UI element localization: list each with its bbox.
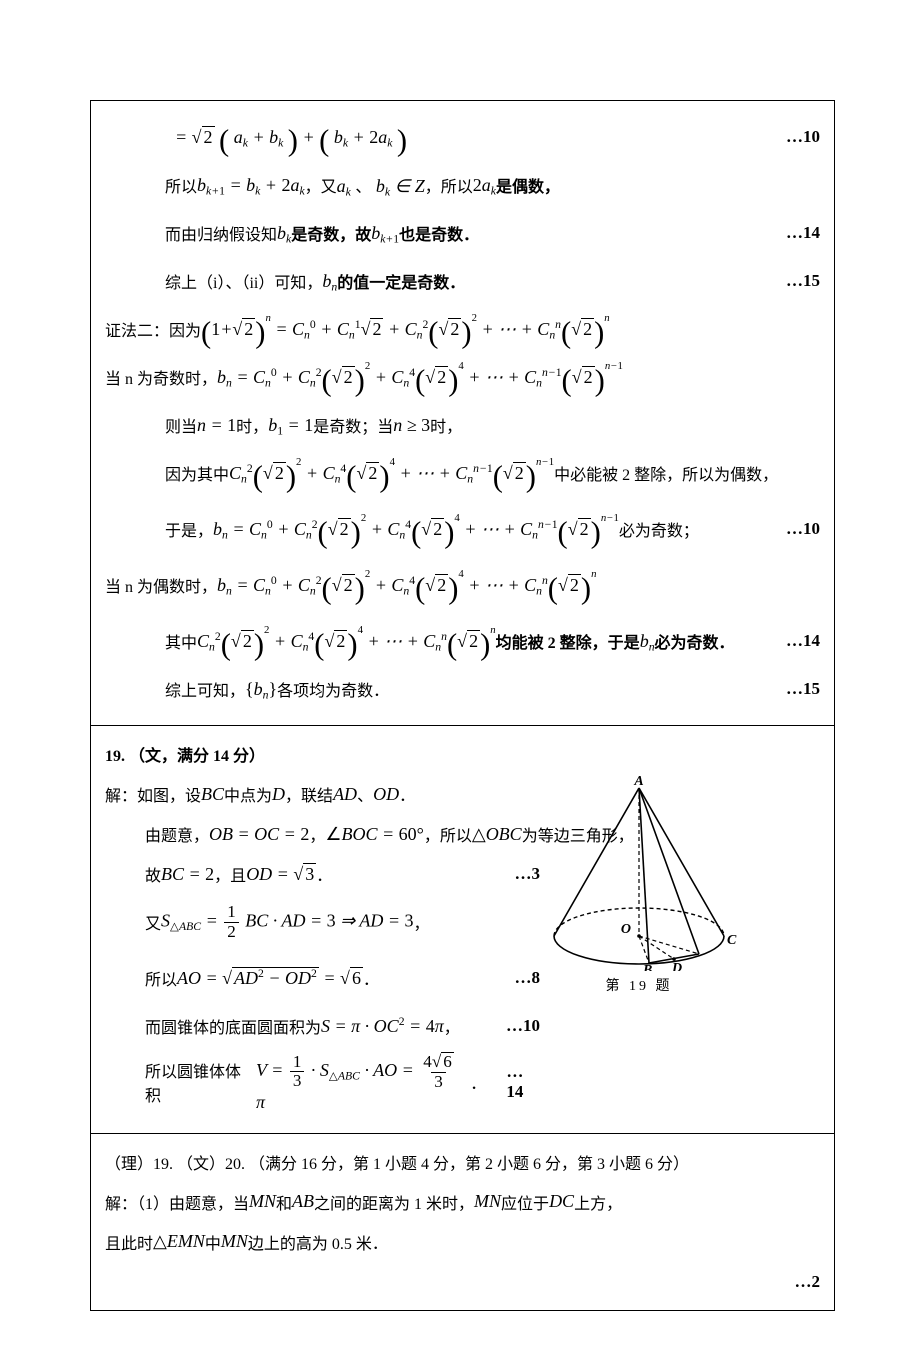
final-conclusion: 综上可知， {bn} 各项均为奇数． …15 <box>105 669 820 717</box>
divisible-line: 因为其中 Cn2(2)2 + Cn4(2)4 + ⋯ + Cnn−1(2)n−1… <box>105 445 820 501</box>
q19-line7: 所以圆锥体体积 V = 13 · S△ABC · AO = 463 π ． …1… <box>105 1046 820 1125</box>
score-marker: …10 <box>486 1016 540 1036</box>
even-case-line: 当 n 为偶数时， bn = Cn0 + Cn2(2)2 + Cn4(2)4 +… <box>105 557 820 613</box>
odd-case-line: 当 n 为奇数时， bn = Cn0 + Cn2(2)2 + Cn4(2)4 +… <box>105 349 820 405</box>
therefore-odd: 于是， bn = Cn0 + Cn2(2)2 + Cn4(2)4 + ⋯ + C… <box>105 501 820 557</box>
equation-line: = 2 ( ak + bk ) + ( bk + 2ak ) …10 <box>105 109 820 165</box>
n1-case: 则当 n = 1 时， b1 = 1 是奇数；当 n ≥ 3 时， <box>105 405 820 445</box>
question-19: 19. （文，满分 14 分） 解：如图，设 BC 中点为 D ，联结 AD 、… <box>91 726 834 1134</box>
q20-line1: 解：（1）由题意，当 MN 和 AB 之间的距离为 1 米时， MN 应位于 D… <box>105 1182 820 1222</box>
even-divisible: 其中 Cn2(2)2 + Cn4(2)4 + ⋯ + Cnn(2)n 均能被 2… <box>105 613 820 669</box>
induction-line: 而由归纳假设知 bk 是奇数，故 bk+1 也是奇数． …14 <box>105 205 820 261</box>
q19-line3: 故 BC = 2 ，且 OD = 3 ． …3 <box>105 854 820 894</box>
score-marker: …8 <box>495 968 541 988</box>
conclusion-line: 综上（i）、（ii）可知， bn 的值一定是奇数． …15 <box>105 261 820 309</box>
score-marker: …14 <box>766 223 820 243</box>
svg-text:A: A <box>633 776 643 789</box>
q20-header: （理）19. （文）20. （满分 16 分，第 1 小题 4 分，第 2 小题… <box>105 1142 820 1182</box>
q20-line2: 且此时 △EMN 中 MN 边上的高为 0.5 米． <box>105 1222 820 1262</box>
q19-line5: 所以 AO = AD2 − OD2 = 6 ． …8 <box>105 950 820 1006</box>
q19-header: 19. （文，满分 14 分） <box>105 734 820 774</box>
score-marker: …14 <box>486 1062 540 1102</box>
score-marker: …14 <box>766 631 820 651</box>
proof-method-1-continued: = 2 ( ak + bk ) + ( bk + 2ak ) …10 所以 bk… <box>91 101 834 726</box>
q19-line4: 又 S△ABC = 12 BC · AD = 3 ⇒ AD = 3 ， <box>105 894 820 950</box>
score-marker: …2 <box>775 1272 821 1292</box>
q19-line6: 而圆锥体的底面圆面积为 S = π · OC2 = 4π ， …10 <box>105 1006 820 1046</box>
score-line: …2 <box>105 1262 820 1302</box>
proof2-expansion: 证法二：因为 (1+2)n = Cn0 + Cn12 + Cn2(2)2 + ⋯… <box>105 309 820 349</box>
score-marker: …10 <box>766 519 820 539</box>
score-marker: …15 <box>766 679 820 699</box>
score-marker: …3 <box>495 864 541 884</box>
inference-line: 所以 bk+1 = bk + 2ak ，又 ak 、 bk ∈ Z ，所以 2a… <box>105 165 820 205</box>
score-marker: …10 <box>766 127 820 147</box>
score-marker: …15 <box>766 271 820 291</box>
question-20: （理）19. （文）20. （满分 16 分，第 1 小题 4 分，第 2 小题… <box>91 1134 834 1310</box>
